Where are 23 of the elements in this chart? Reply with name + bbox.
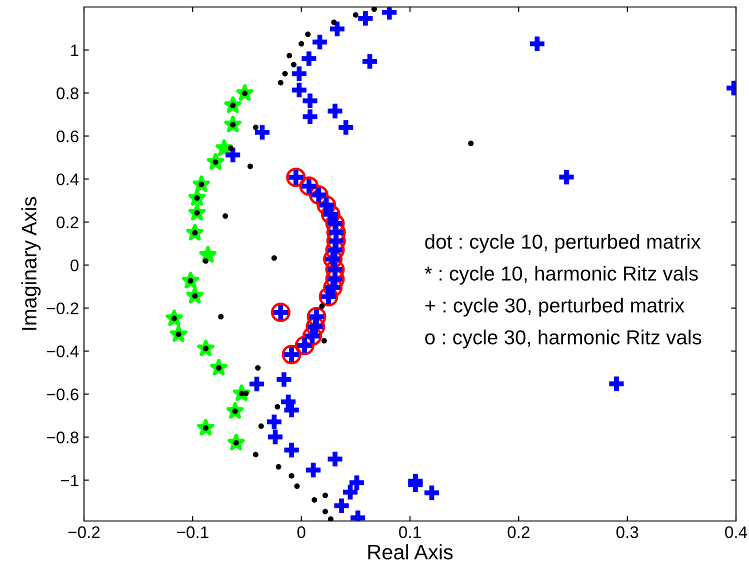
annotation: + : cycle 30, perturbed matrix	[425, 298, 684, 317]
annotation: * : cycle 10, harmonic Ritz vals	[424, 266, 698, 285]
y-tick-label: −0.2	[47, 302, 78, 314]
y-tick-label: −0.4	[47, 346, 79, 358]
x-tick-label: 0.4	[725, 526, 748, 538]
x-tick-label: 0.2	[508, 526, 530, 538]
y-tick-label: −1	[60, 474, 78, 486]
x-tick-label: −0.1	[177, 526, 208, 538]
y-tick-label: 0.2	[56, 216, 78, 228]
y-tick-label: 1	[71, 44, 78, 56]
x-axis-title: Real Axis	[368, 544, 453, 560]
y-tick-label: 0.4	[56, 173, 79, 186]
y-tick-label: −0.6	[47, 388, 78, 400]
y-tick-label: 0	[70, 259, 78, 272]
y-tick-label: 0.6	[56, 130, 78, 142]
x-tick-label: 0.3	[616, 526, 638, 538]
annotation: o : cycle 30, harmonic Ritz vals	[425, 330, 702, 348]
x-tick-label: 0.1	[399, 526, 421, 538]
y-tick-label: 0.8	[56, 87, 78, 100]
y-tick-label: −0.8	[47, 432, 78, 444]
y-axis-title: Imaginary Axis	[21, 197, 41, 330]
annotation: dot : cycle 10, perturbed matrix	[425, 234, 701, 253]
x-tick-label: 0	[297, 526, 306, 538]
